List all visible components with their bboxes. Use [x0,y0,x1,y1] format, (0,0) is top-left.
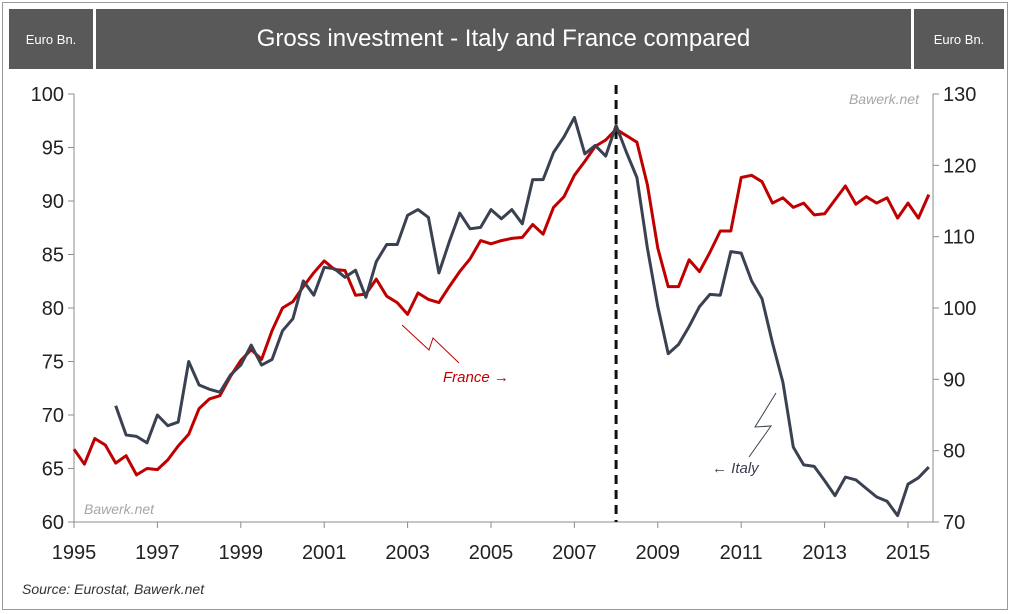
right-tick-label: 70 [943,512,965,534]
left-axis-unit: Euro Bn. [9,9,93,69]
left-tick-label: 95 [42,138,64,160]
right-tick-label: 120 [943,155,976,177]
left-tick-label: 65 [42,459,64,481]
source-note: Source: Eurostat, Bawerk.net [22,581,205,597]
italy-pointer-line [748,392,777,458]
x-tick-label: 2015 [886,542,931,564]
right-tick-label: 110 [943,227,975,249]
france-pointer-line [401,324,460,364]
x-tick-label: 2011 [720,542,763,564]
right-tick-label: 130 [943,84,976,106]
chart-title: Gross investment - Italy and France comp… [96,9,911,69]
right-axis-unit: Euro Bn. [914,9,1004,69]
italy-label: ← Italy [712,460,760,477]
x-tick-label: 1997 [135,542,180,564]
france-label: France → [443,369,509,386]
left-tick-label: 75 [42,352,64,374]
x-tick-label: 1995 [52,542,97,564]
left-tick-label: 60 [42,512,64,534]
left-tick-label: 70 [42,405,64,427]
x-tick-label: 1999 [219,542,264,564]
right-tick-label: 100 [943,298,976,320]
series-line-italy [114,116,930,518]
x-tick-label: 2003 [385,542,430,564]
watermark-bottom-left: Bawerk.net [84,501,155,517]
x-tick-label: 2009 [636,542,681,564]
left-tick-label: 85 [42,245,64,267]
left-tick-label: 80 [42,298,64,320]
x-tick-label: 2013 [802,542,847,564]
left-tick-label: 100 [31,84,64,106]
watermark-top-right: Bawerk.net [849,91,920,107]
left-tick-label: 90 [42,191,64,213]
right-tick-label: 90 [943,369,965,391]
x-tick-label: 2007 [552,542,597,564]
x-tick-label: 2001 [302,542,347,564]
series-line-france [72,127,931,477]
x-tick-label: 2005 [469,542,514,564]
right-tick-label: 80 [943,441,965,463]
